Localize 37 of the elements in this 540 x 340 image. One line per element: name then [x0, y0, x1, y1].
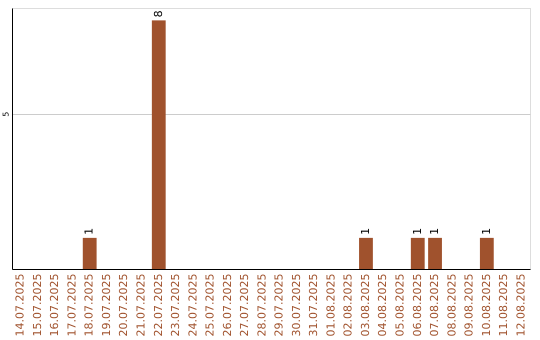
x-tick-label: 05.08.2025	[394, 274, 406, 336]
x-tick-label: 03.08.2025	[358, 274, 372, 336]
x-tick-label: 10.08.2025	[480, 274, 493, 336]
x-tick-label: 29.07.2025	[272, 274, 286, 336]
x-tick-label: 04.08.2025	[376, 274, 390, 336]
x-tick-label: 17.07.2025	[65, 274, 78, 336]
x-tick-label: 15.07.2025	[30, 274, 44, 336]
x-tick-label: 08.08.2025	[445, 274, 458, 336]
x-tick-label: 11.08.2025	[497, 274, 510, 336]
data-label: 1	[410, 228, 424, 235]
data-label: 1	[358, 228, 372, 235]
x-tick-label: 30.07.2025	[290, 274, 303, 336]
x-tick-label: 24.07.2025	[186, 274, 200, 336]
x-tick-label: 31.07.2025	[307, 274, 320, 336]
x-tick-label: 02.08.2025	[342, 274, 355, 336]
data-label: 8	[152, 10, 165, 18]
x-tick-label: 01.08.2025	[324, 274, 338, 336]
x-tick-label: 25.07.2025	[204, 274, 217, 336]
x-tick-label: 12.08.2025	[514, 274, 528, 336]
x-tick-label: 26.07.2025	[220, 274, 234, 336]
data-label: 1	[480, 228, 493, 235]
x-tick-label: 09.08.2025	[462, 274, 476, 336]
data-label: 1	[428, 228, 442, 235]
x-tick-label: 18.07.2025	[82, 274, 96, 336]
x-tick-label: 20.07.2025	[117, 274, 130, 336]
x-tick-label: 28.07.2025	[255, 274, 268, 336]
x-tick-label: 07.08.2025	[428, 274, 442, 336]
x-tick-label: 23.07.2025	[169, 274, 182, 336]
x-tick-label: 21.07.2025	[134, 274, 148, 336]
x-tick-label: 27.07.2025	[238, 274, 252, 336]
x-tick-label: 16.07.2025	[48, 274, 62, 336]
x-tick-label: 22.07.2025	[152, 274, 165, 336]
data-label: 1	[82, 228, 96, 235]
x-tick-label: 06.08.2025	[410, 274, 424, 336]
x-tick-label: 19.07.2025	[100, 274, 113, 336]
x-tick-label: 14.07.2025	[14, 274, 27, 336]
y-tick-label: 5	[2, 112, 10, 117]
